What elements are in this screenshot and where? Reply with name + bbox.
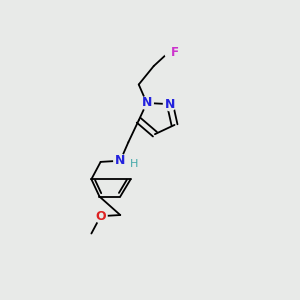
Text: O: O [95, 210, 106, 223]
Text: N: N [115, 154, 125, 167]
Text: N: N [165, 98, 175, 111]
Circle shape [114, 154, 127, 167]
Text: N: N [142, 97, 152, 110]
Circle shape [165, 46, 178, 59]
Text: F: F [171, 46, 179, 59]
Circle shape [140, 97, 153, 110]
Circle shape [94, 210, 107, 223]
Circle shape [164, 98, 176, 111]
Text: H: H [130, 159, 138, 169]
